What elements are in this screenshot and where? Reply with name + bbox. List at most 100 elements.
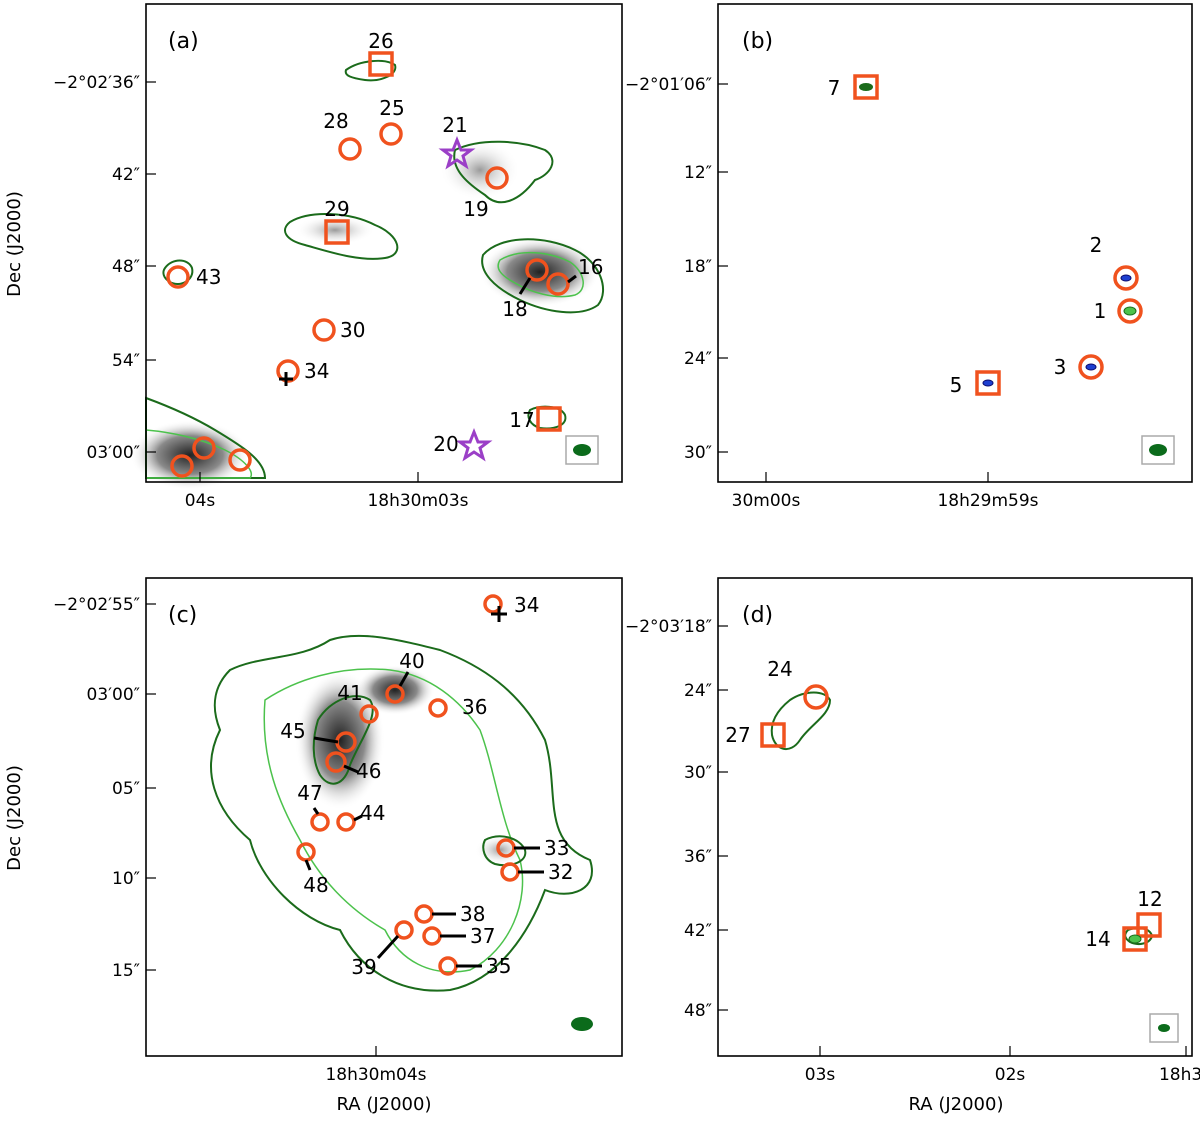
emission-blob <box>130 420 250 490</box>
x-axis-title: RA (J2000) <box>337 1094 432 1115</box>
source-emission <box>1120 274 1132 282</box>
source-label: 21 <box>442 113 467 137</box>
leader-line <box>304 859 312 871</box>
y-tick-label: 05″ <box>112 779 140 799</box>
x-tick-label: 18h30m04s <box>325 1065 426 1085</box>
source-circle <box>803 684 829 710</box>
panel-b-frame <box>717 3 1193 483</box>
y-axis-title: Dec (J2000) <box>4 765 25 871</box>
contour <box>210 634 593 992</box>
source-label: 28 <box>323 109 348 133</box>
y-tick-label: 42″ <box>112 165 140 185</box>
source-circle <box>394 920 414 940</box>
x-tick-label: 18h30 <box>1159 1065 1200 1085</box>
y-axis-title: Dec (J2000) <box>4 191 25 297</box>
source-circle <box>359 704 379 724</box>
x-tick-label: 18h29m59s <box>937 491 1038 511</box>
source-label: 37 <box>470 924 495 948</box>
source-label: 33 <box>544 836 569 860</box>
y-tick-label: 15″ <box>112 961 140 981</box>
source-emission <box>1085 363 1097 371</box>
panel-d: (d) −2°03′18″ 24″ 30″ 36″ 42″ 48″ 03s 02… <box>625 577 1200 1115</box>
source-circle <box>166 265 190 289</box>
leader-line <box>312 807 320 815</box>
source-square <box>536 406 562 432</box>
source-circle <box>228 448 252 472</box>
y-tick-label: 03′00″ <box>87 443 140 463</box>
source-label: 29 <box>324 197 349 221</box>
source-circle <box>310 812 330 832</box>
source-label: 39 <box>351 955 376 979</box>
contour <box>284 213 399 260</box>
y-tick-label: −2°03′18″ <box>625 617 712 637</box>
source-circle <box>276 359 300 383</box>
plus-marker <box>491 606 507 622</box>
source-label: 14 <box>1085 927 1110 951</box>
y-tick-label: −2°02′36″ <box>53 73 140 93</box>
source-circle <box>385 684 405 704</box>
leader-line <box>353 814 363 822</box>
source-label: 43 <box>196 265 221 289</box>
contour <box>482 835 527 867</box>
contour <box>145 396 267 479</box>
source-label: 30 <box>340 318 365 342</box>
source-label: 1 <box>1094 299 1107 323</box>
panel-a-frame <box>145 3 623 483</box>
star-marker <box>455 427 493 462</box>
contour <box>497 251 584 298</box>
x-tick-label: 02s <box>995 1065 1026 1085</box>
emission-blob <box>440 140 520 200</box>
y-tick-label: 36″ <box>684 847 712 867</box>
beam-ellipse <box>571 1017 593 1031</box>
source-label: 36 <box>462 695 487 719</box>
y-tick-label: 48″ <box>112 257 140 277</box>
y-tick-label: 10″ <box>112 869 140 889</box>
source-label: 38 <box>460 902 485 926</box>
source-circle <box>325 751 347 773</box>
contour <box>312 695 374 785</box>
y-tick-label: 30″ <box>684 763 712 783</box>
source-circle <box>485 166 509 190</box>
contour <box>344 59 397 82</box>
beam-box <box>1141 435 1175 465</box>
contour <box>481 238 604 314</box>
star-marker <box>438 135 476 170</box>
source-label: 32 <box>548 860 573 884</box>
source-label: 47 <box>297 781 322 805</box>
source-label: 3 <box>1054 355 1067 379</box>
source-label: 41 <box>337 681 362 705</box>
source-square <box>1136 912 1162 938</box>
x-axis-title: RA (J2000) <box>909 1094 1004 1115</box>
source-emission <box>1128 934 1142 944</box>
source-label: 35 <box>486 954 511 978</box>
leader-line <box>398 671 410 687</box>
contour <box>770 691 832 750</box>
source-circle <box>338 137 362 161</box>
beam-ellipse <box>573 444 591 456</box>
source-label: 2 <box>1090 233 1103 257</box>
y-tick-label: 12″ <box>684 163 712 183</box>
emission-blob <box>295 670 385 810</box>
source-label: 45 <box>280 719 305 743</box>
source-label: 44 <box>360 801 385 825</box>
y-tick-label: 42″ <box>684 921 712 941</box>
leader-line <box>567 274 577 284</box>
beam-box <box>565 435 599 465</box>
source-label: 16 <box>578 255 603 279</box>
source-circle <box>414 904 434 924</box>
leader-line <box>376 934 400 960</box>
beam-box <box>1149 1013 1179 1043</box>
panel-b: (b) −2°01′06″ 12″ 18″ 24″ 30″ 30m00s 18h… <box>625 3 1193 511</box>
y-tick-label: 48″ <box>684 1001 712 1021</box>
x-tick-label: 18h30m03s <box>367 491 468 511</box>
source-square <box>760 722 786 748</box>
source-label: 17 <box>509 408 534 432</box>
source-label: 34 <box>514 593 539 617</box>
source-circle <box>546 272 570 296</box>
source-circle <box>192 436 216 460</box>
source-circle <box>500 862 520 882</box>
emission-blob <box>480 237 600 307</box>
source-square <box>1122 926 1148 952</box>
beam-ellipse <box>1149 444 1167 456</box>
